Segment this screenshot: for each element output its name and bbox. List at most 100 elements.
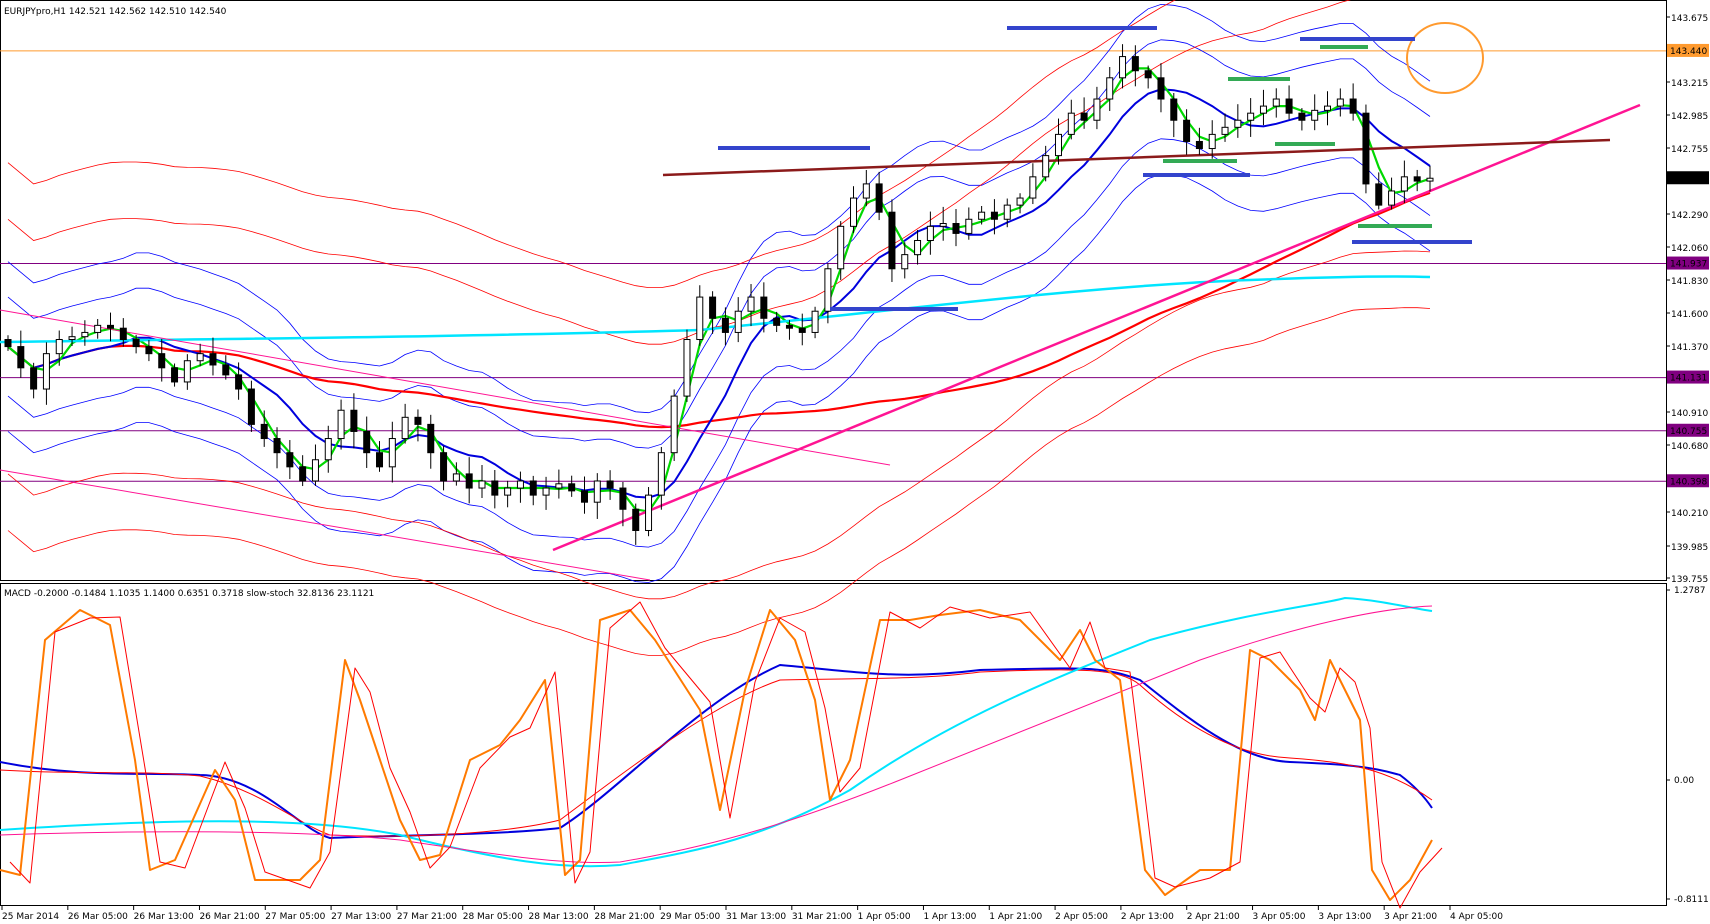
candle-body (1413, 176, 1421, 182)
price-tick-label: 142.290 (1671, 211, 1708, 221)
indicator-tick-label: 1.2787 (1674, 586, 1706, 596)
candle-body (452, 473, 460, 482)
candle-body (798, 327, 806, 333)
candle-body (1375, 183, 1383, 206)
candle-body (363, 430, 371, 454)
candle-body (337, 409, 345, 440)
candle-body (1080, 112, 1088, 121)
candle-body (1029, 176, 1037, 199)
candle-body (376, 452, 384, 468)
candle-body (837, 225, 845, 270)
time-tick-label: 29 Mar 05:00 (660, 912, 720, 922)
time-tick-label: 2 Apr 13:00 (1121, 912, 1174, 922)
candle-body (580, 490, 588, 503)
candle-body (1067, 112, 1075, 135)
orange-level-label: 143.440 (1670, 47, 1707, 57)
candle-body (1170, 98, 1178, 121)
candle-body (1106, 77, 1114, 100)
time-tick-label: 31 Mar 13:00 (726, 912, 786, 922)
purple-level-label: 141.131 (1670, 374, 1707, 384)
stochastic-signal-line (9, 601, 1443, 909)
candle-body (81, 331, 89, 338)
candle-body (1016, 197, 1024, 206)
candle-body (427, 423, 435, 454)
candle-body (414, 416, 422, 425)
purple-level-label-bg (1667, 256, 1709, 270)
time-tick-label: 26 Mar 13:00 (134, 912, 194, 922)
price-tick-label: 142.060 (1671, 244, 1708, 254)
macd-main-line (0, 663, 1433, 840)
candle-body (516, 480, 524, 489)
candle-body (619, 487, 627, 510)
indicator-panel[interactable] (0, 583, 1667, 906)
candle-body (529, 480, 537, 496)
candle-body (1208, 133, 1216, 150)
candle-body (1157, 77, 1165, 100)
candle-body (1247, 112, 1255, 121)
candle-body (1234, 119, 1242, 128)
envelope-band-line (7, 0, 1351, 345)
time-tick-label: 28 Mar 21:00 (594, 912, 654, 922)
price-tick-label: 139.985 (1671, 543, 1708, 553)
neckline (662, 138, 1611, 177)
bollinger-band-line (7, 173, 1431, 583)
downtrend-channel-lower (0, 469, 651, 581)
candle-body (990, 211, 998, 220)
level-labels: 142.540 143.440 141.937 141.131 140.755 140.3… (1667, 43, 1709, 488)
indicator-axis: 1.2787 0.00 -0.8111 (1666, 586, 1709, 905)
price-tick-label: 141.600 (1671, 310, 1708, 320)
candle-body (388, 438, 396, 468)
price-tick-label: 142.755 (1671, 145, 1708, 155)
candle-body (888, 211, 896, 270)
candle-body (299, 466, 307, 482)
time-tick-label: 3 Apr 13:00 (1318, 912, 1371, 922)
candle-body (1336, 98, 1344, 107)
bollinger-band-line (7, 39, 1431, 449)
purple-level-label-bg (1667, 423, 1709, 437)
stochastic-main-line (0, 609, 1433, 901)
time-tick-label: 3 Apr 05:00 (1253, 912, 1306, 922)
candle-body (171, 367, 179, 383)
candle-body (183, 360, 191, 383)
candle-body (504, 487, 512, 496)
price-tick-label: 141.830 (1671, 277, 1708, 287)
time-tick-label: 27 Mar 05:00 (265, 912, 325, 922)
candle-body (42, 353, 50, 390)
candle-body (401, 416, 409, 440)
candle-body (350, 409, 358, 432)
purple-level-label: 140.755 (1670, 427, 1707, 437)
candle-body (158, 353, 166, 369)
bollinger-band-line (7, 138, 1431, 548)
candle-body (939, 223, 947, 227)
candle-body (311, 459, 319, 482)
candle-body (696, 296, 704, 341)
candle-body (119, 327, 127, 341)
candle-body (4, 339, 12, 348)
price-tick-label: 139.755 (1671, 575, 1708, 585)
candle-body (709, 296, 717, 319)
candle-body (1183, 119, 1191, 142)
candle-body (1131, 56, 1139, 72)
indicator-tick-label: 0.00 (1674, 776, 1694, 786)
candle-body (1285, 98, 1293, 114)
candle-body (273, 438, 281, 454)
candle-body (1119, 56, 1127, 79)
slow-pink-line (0, 605, 1433, 864)
candle-body (952, 223, 960, 234)
candle-body (593, 480, 601, 503)
downtrend-channel-upper (0, 309, 891, 466)
candle-body (645, 494, 653, 531)
candle-body (811, 310, 819, 333)
price-tick-label: 140.680 (1671, 442, 1708, 452)
time-tick-label: 4 Apr 05:00 (1450, 912, 1503, 922)
time-tick-label: 28 Mar 13:00 (529, 912, 589, 922)
candle-body (926, 225, 934, 241)
price-tick-label: 140.910 (1671, 409, 1708, 419)
candle-body (106, 324, 114, 329)
candle-body (465, 473, 473, 489)
candle-body (657, 452, 665, 496)
uptrend-line (552, 103, 1641, 552)
time-tick-label: 1 Apr 21:00 (989, 912, 1042, 922)
